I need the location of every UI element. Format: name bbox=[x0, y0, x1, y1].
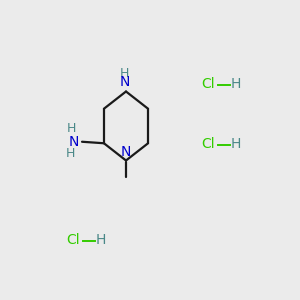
Text: H: H bbox=[231, 77, 242, 91]
Text: N: N bbox=[121, 145, 131, 159]
Text: N: N bbox=[69, 135, 79, 149]
Text: H: H bbox=[67, 122, 76, 135]
Text: Cl: Cl bbox=[201, 137, 214, 151]
Text: N: N bbox=[119, 75, 130, 89]
Text: Cl: Cl bbox=[201, 77, 214, 91]
Text: H: H bbox=[96, 233, 106, 247]
Text: H: H bbox=[120, 67, 129, 80]
Text: Cl: Cl bbox=[66, 233, 80, 247]
Text: H: H bbox=[66, 147, 76, 160]
Text: H: H bbox=[231, 137, 242, 151]
